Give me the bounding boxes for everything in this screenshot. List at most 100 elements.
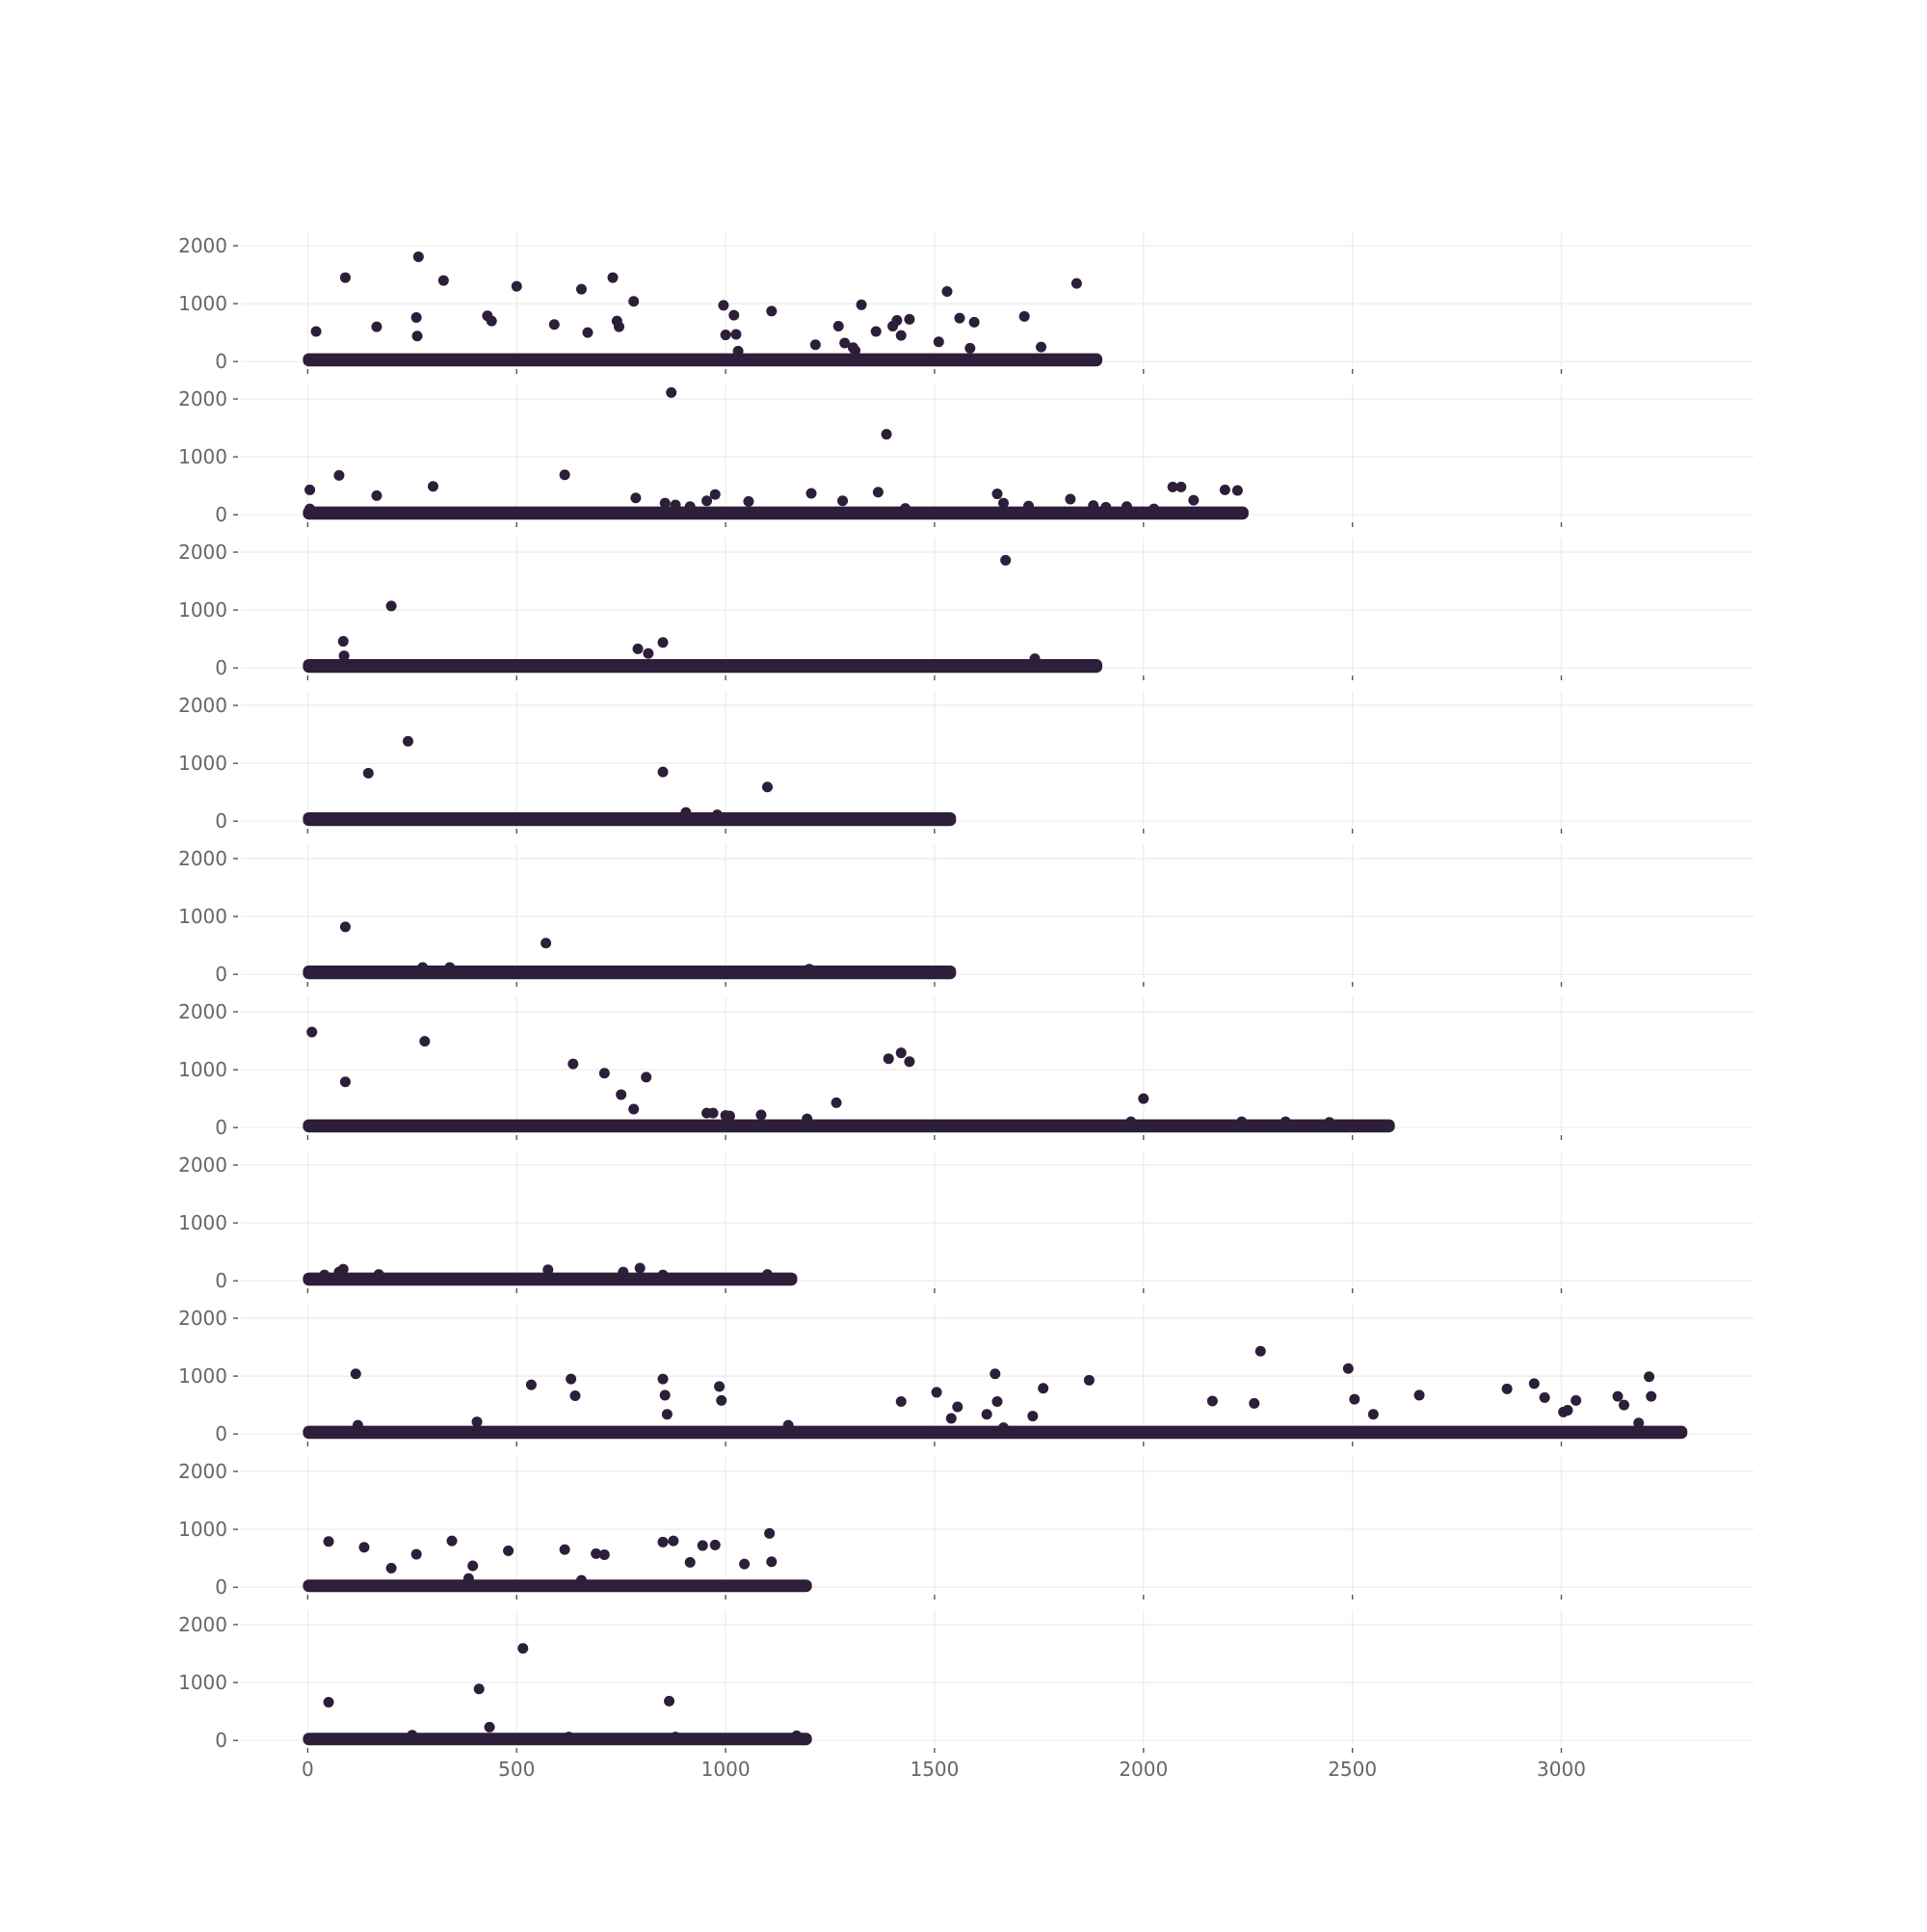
data-point — [607, 272, 619, 283]
data-point — [981, 1409, 992, 1420]
data-point — [1349, 1393, 1360, 1405]
data-point — [931, 1387, 942, 1398]
x-tick-label: 1500 — [910, 1758, 959, 1781]
baseline-points — [303, 1579, 812, 1593]
data-point — [791, 1730, 803, 1741]
data-point — [657, 766, 669, 778]
data-point — [881, 429, 892, 440]
data-point — [304, 484, 316, 495]
data-point — [643, 648, 654, 659]
data-point — [371, 321, 383, 332]
data-point — [743, 495, 754, 507]
data-point — [657, 1536, 669, 1548]
data-point — [437, 275, 449, 286]
data-point — [548, 319, 560, 331]
baseline-points — [303, 965, 957, 980]
data-point — [670, 499, 681, 511]
data-point — [373, 1269, 384, 1281]
data-point — [870, 326, 882, 337]
y-tick-label: 0 — [215, 1422, 227, 1445]
y-tick-label: 0 — [215, 963, 227, 986]
data-point — [1324, 1117, 1335, 1128]
baseline-points — [303, 1272, 798, 1286]
data-point — [891, 315, 903, 327]
data-point — [1342, 1363, 1354, 1374]
y-tick-label: 1000 — [178, 905, 227, 928]
x-tick-label: 1000 — [701, 1758, 751, 1781]
data-point — [385, 1562, 397, 1574]
data-point — [1231, 485, 1243, 496]
x-tick-label: 3000 — [1537, 1758, 1586, 1781]
data-point — [486, 315, 497, 327]
data-point — [761, 781, 773, 793]
data-point — [371, 490, 383, 501]
data-point — [1571, 1394, 1582, 1406]
y-tick-label: 2000 — [178, 1460, 227, 1483]
data-point — [711, 809, 723, 821]
data-point — [1167, 481, 1178, 492]
data-point — [709, 1539, 721, 1550]
data-point — [697, 1540, 708, 1551]
x-tick-label: 0 — [302, 1758, 314, 1781]
data-point — [805, 488, 817, 499]
data-point — [575, 283, 587, 295]
data-point — [559, 1544, 570, 1555]
data-point — [634, 1262, 646, 1274]
data-point — [657, 1373, 669, 1385]
data-point — [998, 497, 1010, 509]
data-point — [1539, 1391, 1550, 1403]
y-tick-label: 1000 — [178, 292, 227, 315]
data-point — [1083, 1374, 1095, 1386]
y-tick-label: 2000 — [178, 1307, 227, 1330]
y-tick-label: 1000 — [178, 1058, 227, 1081]
data-point — [306, 1026, 318, 1038]
y-tick-label: 2000 — [178, 847, 227, 870]
data-point — [1633, 1417, 1645, 1429]
y-tick-label: 0 — [215, 1116, 227, 1139]
data-point — [933, 336, 944, 348]
data-point — [1367, 1409, 1379, 1420]
data-point — [385, 600, 397, 612]
data-point — [628, 296, 640, 307]
data-point — [657, 1269, 669, 1281]
data-point — [352, 1419, 363, 1431]
data-point — [659, 1389, 671, 1401]
data-point — [339, 921, 351, 933]
data-point — [471, 1416, 483, 1428]
data-point — [739, 1558, 751, 1570]
data-point — [1088, 500, 1099, 512]
data-point — [664, 1695, 675, 1707]
data-point — [1206, 1395, 1218, 1407]
data-point — [563, 1732, 574, 1743]
data-point — [407, 1730, 418, 1741]
data-point — [428, 481, 439, 492]
data-point — [990, 1368, 1001, 1380]
baseline-points — [303, 1119, 1395, 1133]
data-point — [362, 767, 374, 779]
data-point — [761, 1269, 773, 1281]
data-point — [542, 1264, 554, 1276]
baseline-points — [303, 353, 1103, 367]
data-point — [728, 309, 740, 321]
y-tick-label: 2000 — [178, 694, 227, 717]
data-point — [707, 1107, 719, 1119]
data-point — [503, 1545, 515, 1556]
y-tick-label: 1000 — [178, 1671, 227, 1694]
data-point — [337, 636, 349, 648]
data-point — [1018, 310, 1030, 322]
data-point — [402, 735, 413, 747]
data-point — [566, 1373, 577, 1385]
data-point — [964, 342, 976, 354]
data-point — [632, 643, 644, 654]
y-tick-label: 0 — [215, 350, 227, 373]
data-point — [804, 964, 815, 975]
data-point — [350, 1368, 361, 1380]
data-point — [410, 312, 422, 324]
data-point — [701, 495, 713, 507]
data-point — [1038, 1383, 1049, 1394]
data-point — [339, 1076, 351, 1088]
data-point — [730, 329, 742, 340]
data-point — [618, 1266, 629, 1278]
data-point — [304, 503, 316, 515]
